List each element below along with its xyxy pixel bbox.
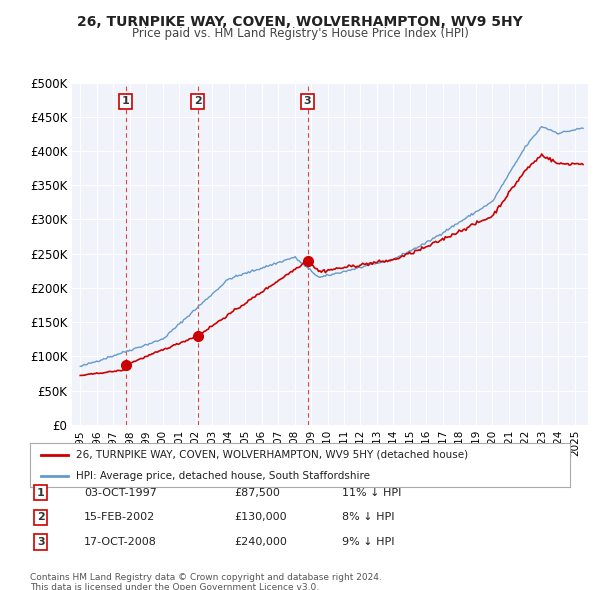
Text: 9% ↓ HPI: 9% ↓ HPI — [342, 537, 395, 547]
Text: 2: 2 — [37, 513, 44, 522]
Text: 1: 1 — [122, 96, 130, 106]
Text: 2: 2 — [194, 96, 202, 106]
Text: 11% ↓ HPI: 11% ↓ HPI — [342, 488, 401, 497]
Text: £130,000: £130,000 — [234, 513, 287, 522]
Text: 26, TURNPIKE WAY, COVEN, WOLVERHAMPTON, WV9 5HY (detached house): 26, TURNPIKE WAY, COVEN, WOLVERHAMPTON, … — [76, 450, 468, 460]
Text: HPI: Average price, detached house, South Staffordshire: HPI: Average price, detached house, Sout… — [76, 471, 370, 481]
Text: Contains HM Land Registry data © Crown copyright and database right 2024.
This d: Contains HM Land Registry data © Crown c… — [30, 573, 382, 590]
Text: 26, TURNPIKE WAY, COVEN, WOLVERHAMPTON, WV9 5HY: 26, TURNPIKE WAY, COVEN, WOLVERHAMPTON, … — [77, 15, 523, 29]
Text: Price paid vs. HM Land Registry's House Price Index (HPI): Price paid vs. HM Land Registry's House … — [131, 27, 469, 40]
Text: 03-OCT-1997: 03-OCT-1997 — [84, 488, 157, 497]
Text: 17-OCT-2008: 17-OCT-2008 — [84, 537, 157, 547]
Text: 3: 3 — [304, 96, 311, 106]
Text: 3: 3 — [37, 537, 44, 547]
Text: 1: 1 — [37, 488, 44, 497]
Text: 8% ↓ HPI: 8% ↓ HPI — [342, 513, 395, 522]
Text: £240,000: £240,000 — [234, 537, 287, 547]
Text: £87,500: £87,500 — [234, 488, 280, 497]
Text: 15-FEB-2002: 15-FEB-2002 — [84, 513, 155, 522]
